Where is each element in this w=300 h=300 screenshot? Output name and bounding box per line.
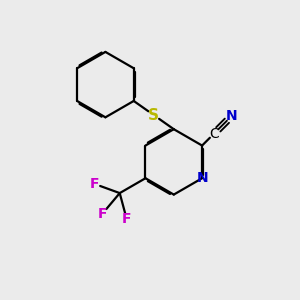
Text: F: F [90,177,99,191]
Text: N: N [196,171,208,185]
Text: S: S [148,108,159,123]
Text: F: F [122,212,131,226]
Text: C: C [209,127,218,141]
Text: N: N [226,109,237,123]
Text: F: F [98,207,107,220]
